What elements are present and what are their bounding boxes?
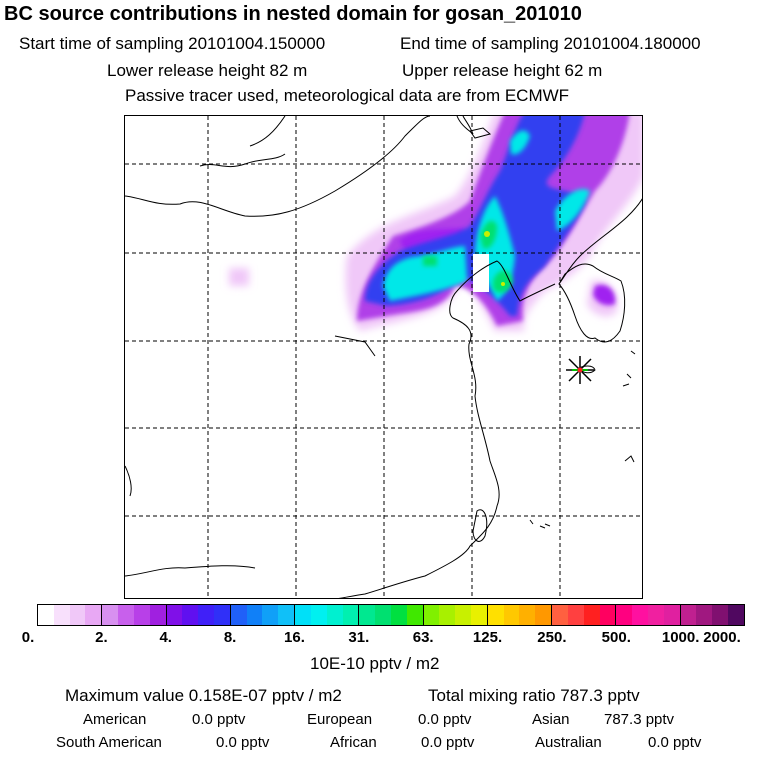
- asian-value: 787.3 pptv: [604, 711, 675, 728]
- colorbar-swatch: [69, 605, 86, 625]
- colorbar-swatch: [278, 605, 295, 625]
- colorbar-swatch: [471, 605, 487, 625]
- colorbar-tick-label: 500.: [601, 629, 631, 646]
- coastlines: [125, 116, 642, 598]
- total-mixing-ratio: Total mixing ratio 787.3 pptv: [428, 686, 640, 705]
- end-time-label: End time of sampling 20101004.180000: [400, 34, 701, 53]
- south-american-value: 0.0 pptv: [216, 734, 270, 751]
- colorbar-swatch: [567, 605, 584, 625]
- colorbar-segment: [680, 605, 744, 625]
- model-note: Passive tracer used, meteorological data…: [125, 86, 570, 105]
- colorbar-tick-label: 4.: [159, 629, 172, 646]
- european-label: European: [307, 711, 373, 728]
- colorbar-swatch: [102, 605, 119, 625]
- colorbar-swatch: [599, 605, 616, 625]
- colorbar-swatch: [439, 605, 456, 625]
- colorbar-tick-label: 8.: [223, 629, 237, 646]
- start-time-label: Start time of sampling 20101004.150000: [19, 34, 326, 53]
- colorbar-swatch: [166, 605, 183, 625]
- plot-title: BC source contributions in nested domain…: [4, 3, 582, 25]
- colorbar-swatch: [503, 605, 520, 625]
- colorbar-segment: [102, 605, 167, 625]
- colorbar-segment: [295, 605, 360, 625]
- colorbar-tick-label: 125.: [472, 629, 503, 646]
- colorbar-swatch: [423, 605, 440, 625]
- map-panel: [124, 115, 643, 599]
- colorbar-swatch: [342, 605, 359, 625]
- colorbar-tick-label: 31.: [348, 629, 370, 646]
- colorbar: [37, 604, 745, 626]
- colorbar-swatch: [85, 605, 102, 625]
- colorbar-swatch: [712, 605, 729, 625]
- colorbar-segment: [38, 605, 103, 625]
- colorbar-swatch: [406, 605, 423, 625]
- colorbar-swatch: [198, 605, 214, 625]
- lat-lon-grid: [125, 116, 642, 598]
- colorbar-swatch: [133, 605, 150, 625]
- colorbar-tick-label: 250.: [537, 629, 567, 646]
- colorbar-swatch: [118, 605, 134, 625]
- colorbar-swatch: [519, 605, 536, 625]
- colorbar-swatch: [246, 605, 263, 625]
- colorbar-swatch: [696, 605, 713, 625]
- colorbar-segment: [552, 605, 617, 625]
- african-label: African: [330, 734, 377, 751]
- colorbar-swatch: [487, 605, 504, 625]
- colorbar-swatch: [535, 605, 552, 625]
- colorbar-swatch: [632, 605, 649, 625]
- colorbar-segment: [423, 605, 488, 625]
- maximum-value: Maximum value 0.158E-07 pptv / m2: [65, 686, 342, 705]
- african-value: 0.0 pptv: [421, 734, 475, 751]
- colorbar-swatch: [53, 605, 70, 625]
- colorbar-tick-label: 0.: [21, 629, 35, 646]
- receptor-star-marker: [566, 356, 594, 384]
- colorbar-swatch: [149, 605, 166, 625]
- colorbar-unit: 10E-10 pptv / m2: [310, 654, 440, 673]
- colorbar-tick-label: 1000.: [661, 629, 700, 646]
- colorbar-tick-label: 16.: [284, 629, 305, 646]
- colorbar-swatch: [390, 605, 407, 625]
- colorbar-swatch: [310, 605, 327, 625]
- european-value: 0.0 pptv: [418, 711, 472, 728]
- plume-yellow: [484, 231, 505, 286]
- colorbar-tick-label: 63.: [412, 629, 434, 646]
- colorbar-swatch: [663, 605, 680, 625]
- colorbar-swatch: [230, 605, 247, 625]
- colorbar-swatch: [326, 605, 343, 625]
- colorbar-swatch: [213, 605, 230, 625]
- colorbar-swatch: [648, 605, 664, 625]
- colorbar-swatch: [455, 605, 472, 625]
- american-label: American: [83, 711, 147, 728]
- masked-area: [473, 254, 489, 292]
- colorbar-segment: [359, 605, 424, 625]
- asian-label: Asian: [532, 711, 570, 728]
- colorbar-swatch: [375, 605, 391, 625]
- lower-release-label: Lower release height 82 m: [107, 61, 308, 80]
- colorbar-segment: [166, 605, 231, 625]
- colorbar-swatch: [262, 605, 279, 625]
- colorbar-swatch: [38, 605, 54, 625]
- colorbar-swatch: [295, 605, 311, 625]
- colorbar-swatch: [728, 605, 744, 625]
- colorbar-segment: [487, 605, 553, 625]
- map-svg: [125, 116, 642, 598]
- colorbar-swatch: [680, 605, 697, 625]
- colorbar-swatch: [552, 605, 568, 625]
- colorbar-swatch: [583, 605, 600, 625]
- colorbar-tick-label: 2.: [95, 629, 108, 646]
- colorbar-swatch: [616, 605, 633, 625]
- colorbar-segment: [616, 605, 681, 625]
- american-value: 0.0 pptv: [192, 711, 246, 728]
- upper-release-label: Upper release height 62 m: [402, 61, 603, 80]
- colorbar-segment: [230, 605, 296, 625]
- colorbar-swatch: [359, 605, 376, 625]
- colorbar-swatch: [182, 605, 199, 625]
- australian-label: Australian: [535, 734, 602, 751]
- south-american-label: South American: [56, 734, 162, 751]
- australian-value: 0.0 pptv: [648, 734, 702, 751]
- colorbar-tick-label: 2000.: [703, 629, 741, 646]
